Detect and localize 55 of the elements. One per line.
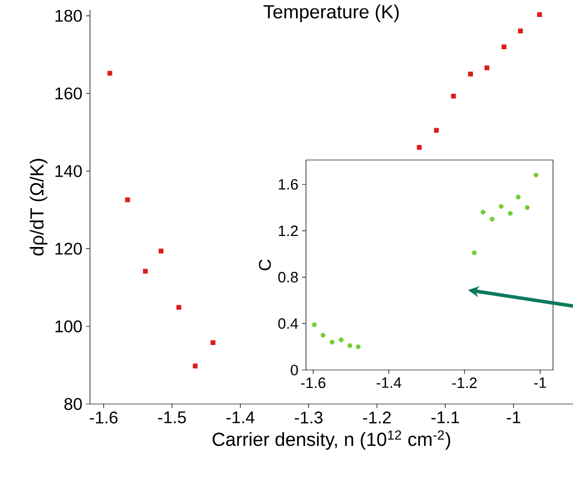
y-axis-title: C [258, 260, 271, 270]
point [176, 304, 182, 310]
point [502, 44, 506, 50]
point [508, 210, 513, 216]
point [480, 210, 486, 215]
point [468, 72, 473, 76]
chart-title: Temperature (K) [264, 4, 399, 22]
point [192, 364, 198, 368]
point [125, 197, 130, 202]
y-tick-label: 80 [64, 398, 82, 410]
x-tick-label: -1.4 [376, 378, 402, 388]
x-tick-label: -1.6 [300, 378, 326, 388]
point [484, 65, 490, 70]
y-tick-label: 0.8 [278, 272, 298, 282]
y-axis-title: dρ/dT (Ω/K) [30, 158, 48, 256]
point [416, 145, 422, 150]
point [490, 216, 495, 222]
x-tick-label: -1.3 [294, 412, 322, 424]
point [158, 248, 164, 254]
point [338, 337, 344, 342]
y-tick-label: 100 [56, 320, 82, 332]
point [537, 12, 542, 18]
y-tick-label: 1.6 [278, 179, 298, 190]
y-tick-label: 180 [56, 10, 82, 22]
x-tick-label: -1.4 [226, 412, 254, 424]
point [498, 204, 504, 209]
point [312, 322, 317, 328]
y-tick-label: 140 [56, 165, 82, 178]
point [518, 28, 523, 34]
x-tick-label: -1.1 [431, 412, 460, 424]
x-tick-label: -1 [534, 378, 546, 388]
y-tick-label: 120 [56, 242, 82, 255]
point [320, 332, 326, 338]
point [534, 172, 538, 178]
point [142, 268, 148, 274]
y-tick-label: 160 [56, 87, 82, 100]
x-axis-title: Carrier density, n (10$^{12}$ cm$^{-2}$) [212, 430, 450, 450]
y-tick-label: 0.4 [278, 318, 298, 329]
x-tick-label: -1.2 [363, 412, 391, 424]
x-tick-label: -1 [506, 412, 520, 424]
y-tick-label: 0 [290, 364, 298, 376]
point [524, 205, 530, 210]
point [434, 128, 439, 133]
point [210, 340, 216, 346]
point [330, 340, 334, 345]
point [356, 344, 361, 350]
x-tick-label: -1.6 [90, 412, 118, 424]
x-tick-label: -1.2 [452, 378, 477, 388]
point [451, 94, 456, 99]
x-tick-label: -1.5 [158, 412, 186, 424]
y-tick-label: 1.2 [278, 226, 298, 236]
point [347, 343, 352, 348]
point [516, 194, 521, 200]
point [107, 70, 112, 76]
point [472, 250, 477, 256]
